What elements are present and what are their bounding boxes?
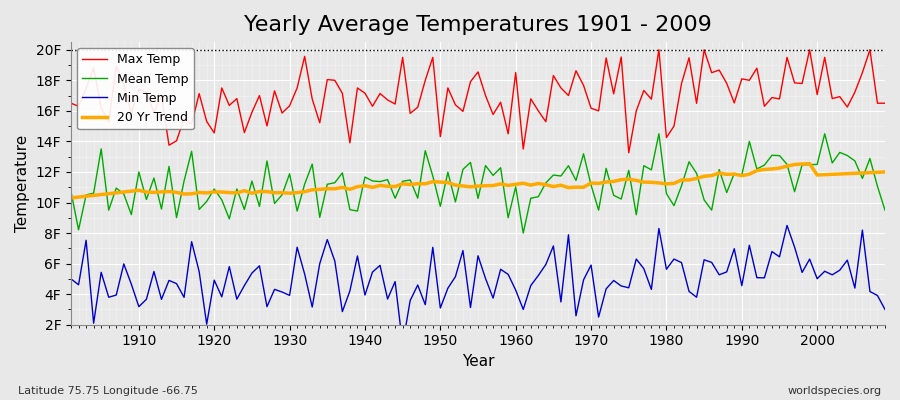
- Min Temp: [879, 307, 890, 312]
- Max Temp: [66, 101, 77, 106]
- Max Temp: [600, 56, 611, 60]
- 20 Yr Trend: [600, 180, 611, 184]
- Min Temp: [292, 245, 302, 250]
- Max Temp: [624, 150, 634, 155]
- Min Temp: [126, 282, 137, 286]
- 20 Yr Trend: [805, 161, 815, 166]
- Mean Temp: [608, 193, 619, 198]
- Min Temp: [510, 288, 521, 292]
- Title: Yearly Average Temperatures 1901 - 2009: Yearly Average Temperatures 1901 - 2009: [244, 15, 712, 35]
- Max Temp: [653, 47, 664, 52]
- Max Temp: [126, 110, 137, 115]
- Min Temp: [66, 276, 77, 281]
- Y-axis label: Temperature: Temperature: [15, 135, 30, 232]
- Min Temp: [397, 342, 408, 347]
- Mean Temp: [292, 209, 302, 214]
- Mean Temp: [879, 208, 890, 212]
- Text: Latitude 75.75 Longitude -66.75: Latitude 75.75 Longitude -66.75: [18, 386, 198, 396]
- Min Temp: [781, 223, 792, 228]
- 20 Yr Trend: [510, 182, 521, 187]
- Line: 20 Yr Trend: 20 Yr Trend: [71, 164, 885, 198]
- X-axis label: Year: Year: [462, 354, 494, 369]
- 20 Yr Trend: [503, 183, 514, 188]
- Min Temp: [337, 309, 347, 314]
- Legend: Max Temp, Mean Temp, Min Temp, 20 Yr Trend: Max Temp, Mean Temp, Min Temp, 20 Yr Tre…: [77, 48, 194, 129]
- Mean Temp: [503, 215, 514, 220]
- 20 Yr Trend: [292, 190, 302, 195]
- 20 Yr Trend: [337, 185, 347, 190]
- 20 Yr Trend: [879, 170, 890, 174]
- Max Temp: [510, 70, 521, 75]
- Mean Temp: [66, 190, 77, 194]
- 20 Yr Trend: [126, 189, 137, 194]
- Line: Max Temp: Max Temp: [71, 50, 885, 153]
- Max Temp: [879, 101, 890, 106]
- Text: worldspecies.org: worldspecies.org: [788, 386, 882, 396]
- Mean Temp: [126, 212, 137, 217]
- Max Temp: [503, 131, 514, 136]
- Max Temp: [337, 91, 347, 96]
- Min Temp: [518, 307, 528, 312]
- Mean Temp: [337, 170, 347, 175]
- Mean Temp: [653, 131, 664, 136]
- Min Temp: [608, 278, 619, 283]
- Mean Temp: [518, 231, 528, 236]
- 20 Yr Trend: [66, 196, 77, 200]
- Max Temp: [292, 86, 302, 90]
- Mean Temp: [510, 184, 521, 189]
- Line: Mean Temp: Mean Temp: [71, 134, 885, 233]
- Line: Min Temp: Min Temp: [71, 226, 885, 345]
